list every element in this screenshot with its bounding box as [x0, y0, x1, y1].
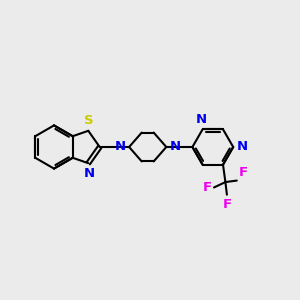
Text: F: F	[202, 181, 211, 194]
Text: F: F	[239, 166, 248, 179]
Text: N: N	[83, 167, 94, 180]
Text: F: F	[222, 198, 232, 211]
Text: N: N	[196, 113, 207, 126]
Text: N: N	[237, 140, 248, 154]
Text: N: N	[170, 140, 181, 154]
Text: N: N	[114, 140, 125, 154]
Text: S: S	[84, 114, 94, 127]
